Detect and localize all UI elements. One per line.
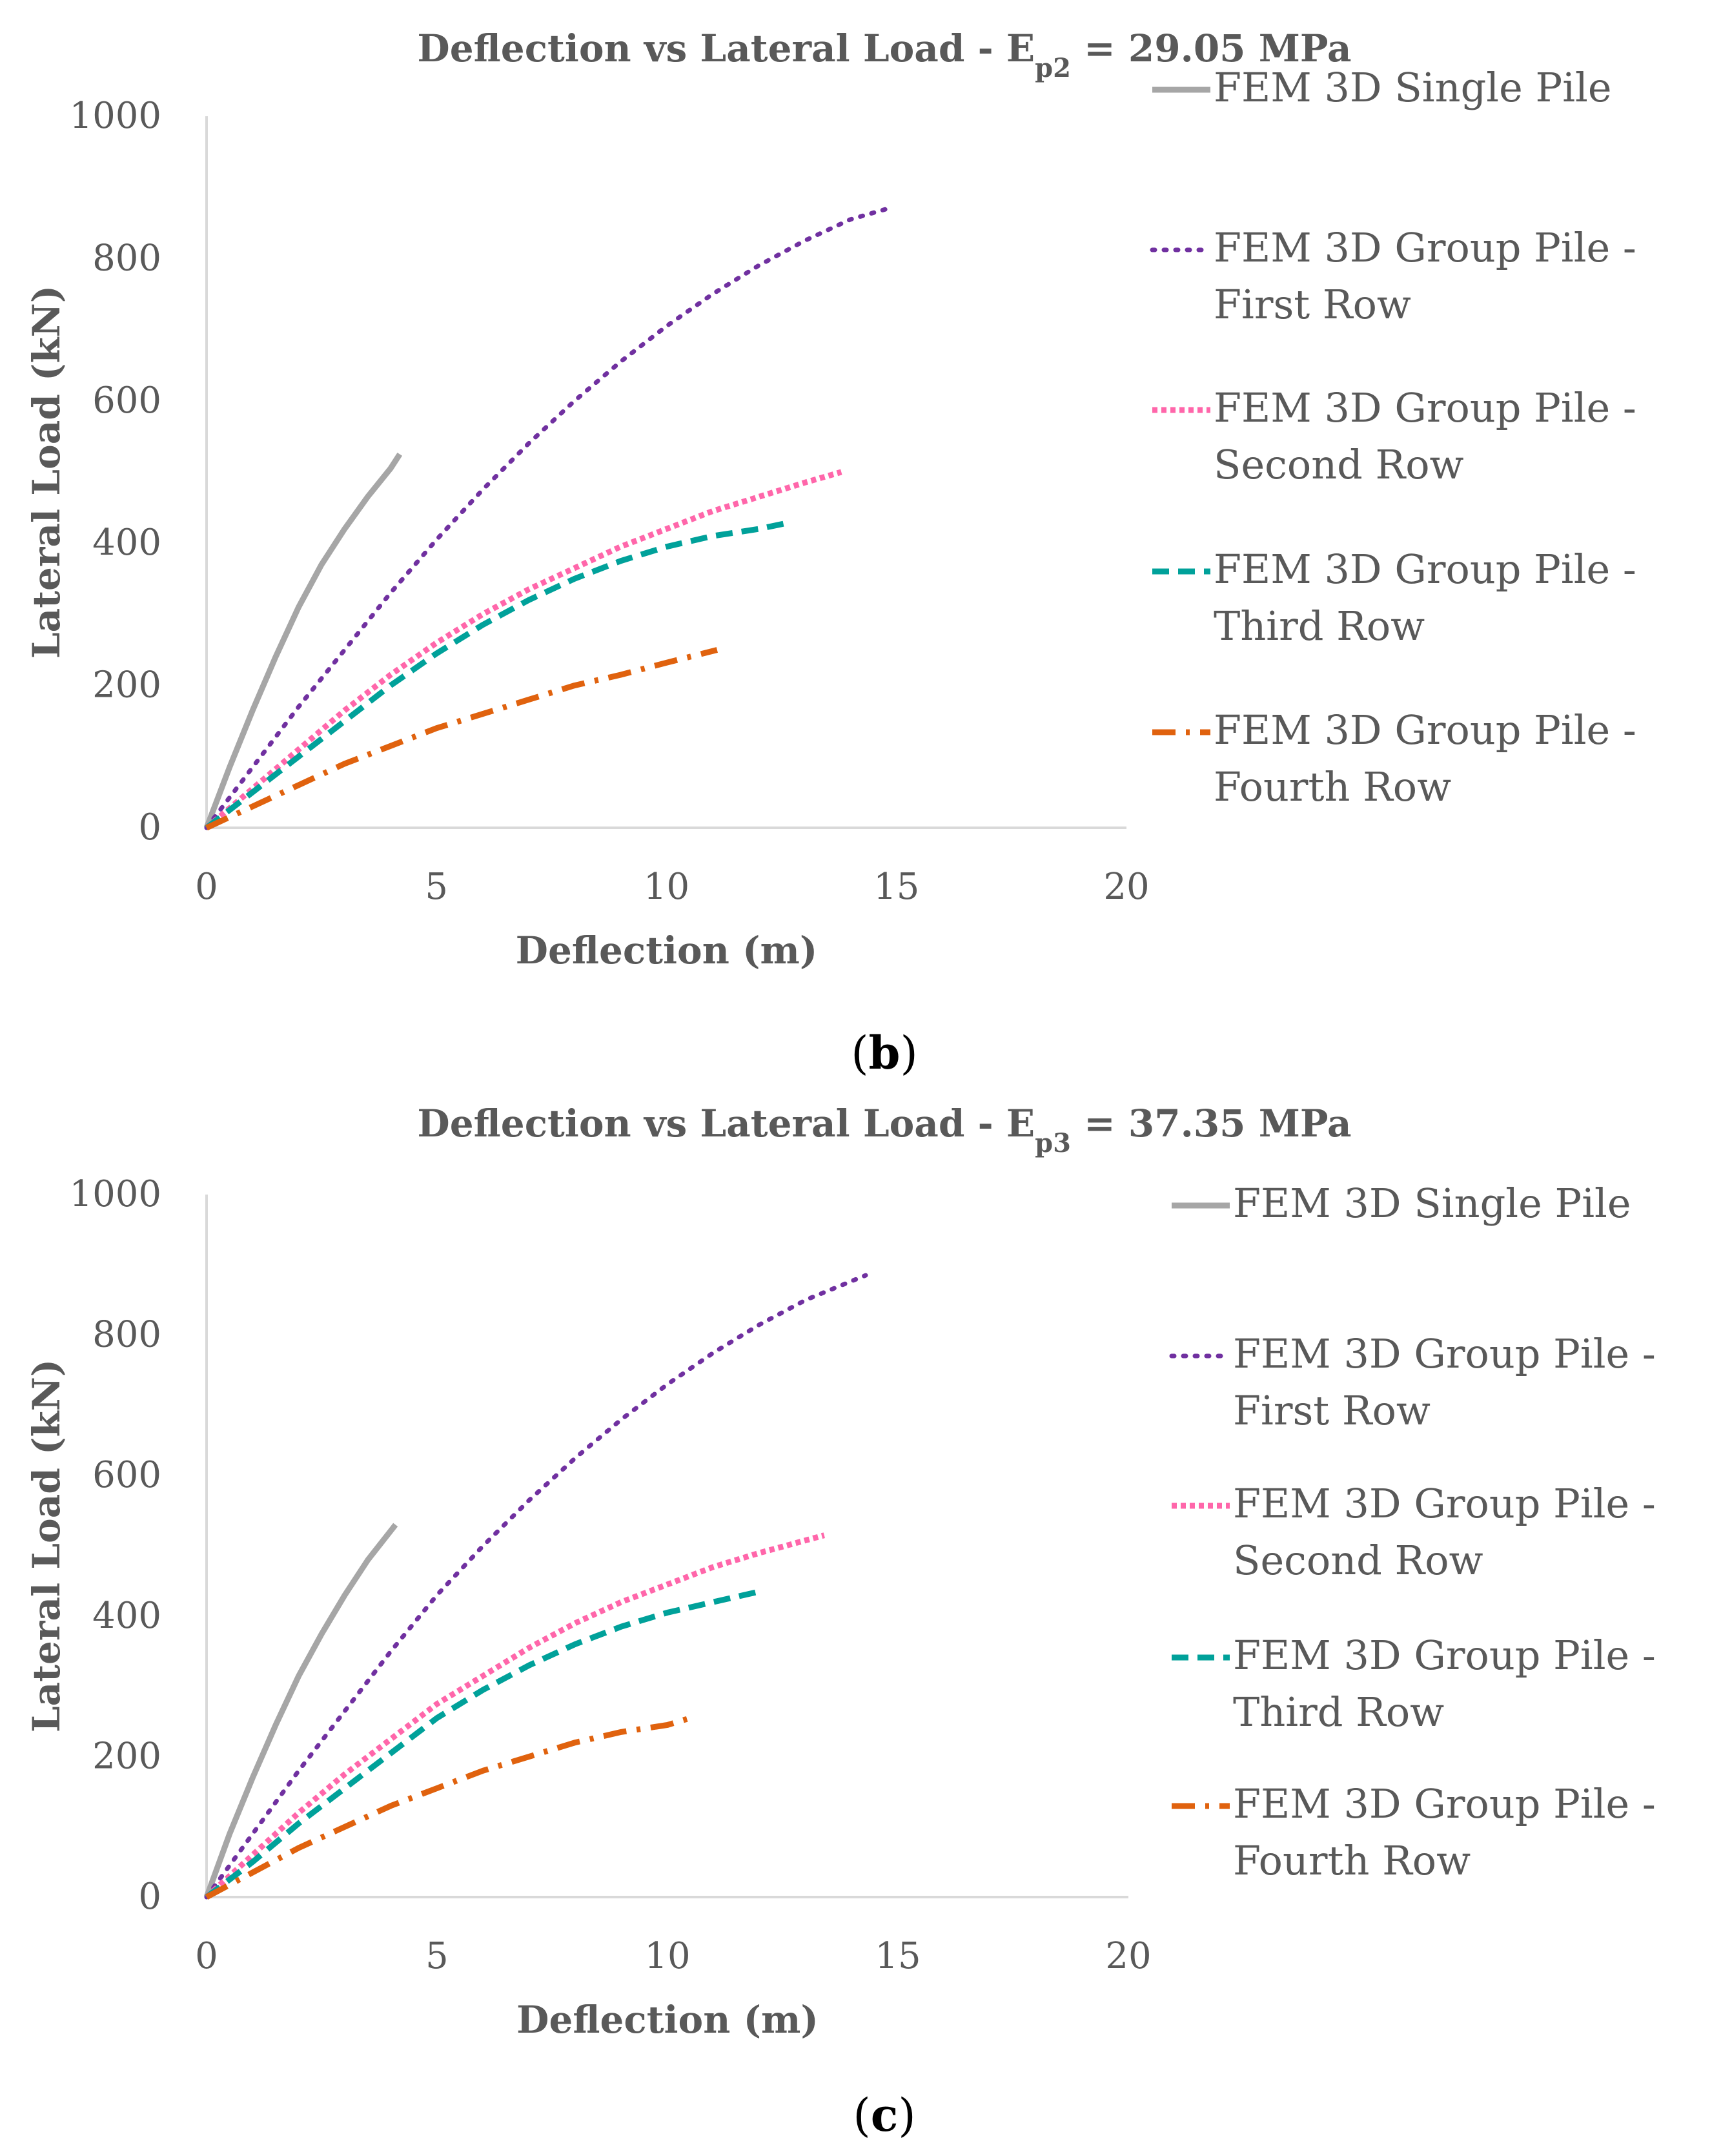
y-tick-label: 1000	[69, 95, 161, 137]
series-line-3	[204, 1532, 825, 1900]
figure-caption: (b)	[851, 1026, 918, 1080]
chart-title-main: Deflection vs Lateral Load - E	[417, 1102, 1035, 1145]
x-tick-label: 15	[875, 1935, 921, 1977]
chart-title: Deflection vs Lateral Load - Ep3 = 37.35…	[417, 1102, 1351, 1158]
series-line-1	[203, 452, 403, 829]
chart-title-tail: = 29.05 MPa	[1071, 26, 1352, 70]
y-axis-label: Lateral Load (kN)	[25, 285, 68, 659]
chart-title-subscript: p3	[1035, 1128, 1071, 1158]
x-tick-label: 10	[644, 1935, 690, 1977]
series-line-2	[204, 1273, 868, 1900]
y-tick-label: 1000	[69, 1173, 161, 1215]
x-tick-label: 0	[195, 866, 218, 908]
series-line-3	[205, 469, 842, 830]
chart-title-subscript: p2	[1035, 53, 1071, 83]
y-tick-label: 200	[92, 664, 161, 706]
caption-letter: c	[871, 2088, 899, 2142]
chart-panel-b: Deflection vs Lateral Load - Ep2 = 29.05…	[25, 26, 1636, 1080]
x-tick-label: 5	[425, 866, 448, 908]
y-tick-label: 200	[92, 1735, 161, 1777]
y-tick-label: 600	[92, 380, 161, 422]
legend-label-4: FEM 3D Group Pile -	[1233, 1632, 1656, 1679]
y-tick-label: 800	[92, 237, 161, 279]
x-tick-label: 20	[1105, 1935, 1151, 1977]
series-line-2	[204, 206, 890, 830]
chart-title: Deflection vs Lateral Load - Ep2 = 29.05…	[417, 26, 1351, 83]
series-line-5	[205, 1715, 692, 1900]
legend-label-3: Second Row	[1233, 1537, 1483, 1584]
series-line-1	[203, 1523, 398, 1898]
y-tick-label: 400	[92, 522, 161, 564]
legend-label-5: FEM 3D Group Pile -	[1233, 1780, 1656, 1827]
y-tick-label: 0	[138, 1876, 161, 1918]
x-tick-label: 20	[1103, 866, 1149, 908]
legend-label-5: FEM 3D Group Pile -	[1214, 706, 1636, 754]
x-tick-label: 10	[644, 866, 689, 908]
legend-label-2: First Row	[1214, 281, 1411, 328]
chart-title-tail: = 37.35 MPa	[1071, 1102, 1352, 1145]
series-line-5	[205, 647, 718, 831]
series-line-4	[205, 1588, 760, 1900]
legend-label-5: Fourth Row	[1233, 1837, 1471, 1884]
figure-caption: (c)	[853, 2088, 915, 2142]
caption-letter: b	[869, 1026, 901, 1080]
caption-open-paren: (	[851, 1027, 868, 1080]
x-axis-label: Deflection (m)	[516, 929, 818, 972]
y-tick-label: 400	[92, 1595, 161, 1637]
series-line-4	[205, 520, 787, 830]
legend-label-1: FEM 3D Single Pile	[1214, 64, 1612, 111]
chart-panel-c: Deflection vs Lateral Load - Ep3 = 37.35…	[25, 1102, 1656, 2142]
x-tick-label: 15	[873, 866, 919, 908]
y-axis-label: Lateral Load (kN)	[25, 1359, 68, 1732]
y-tick-label: 0	[138, 806, 161, 848]
legend-label-4: Third Row	[1233, 1689, 1444, 1736]
legend-label-2: FEM 3D Group Pile -	[1214, 224, 1636, 271]
y-tick-label: 600	[92, 1454, 161, 1496]
legend-label-2: FEM 3D Group Pile -	[1233, 1330, 1656, 1377]
legend-label-1: FEM 3D Single Pile	[1233, 1180, 1631, 1227]
legend-label-2: First Row	[1233, 1387, 1431, 1434]
x-tick-label: 5	[425, 1935, 449, 1977]
caption-close-paren: )	[900, 1027, 917, 1080]
legend-label-3: Second Row	[1214, 441, 1464, 488]
chart-title-main: Deflection vs Lateral Load - E	[417, 26, 1035, 70]
caption-close-paren: )	[898, 2089, 915, 2142]
x-tick-label: 0	[195, 1935, 218, 1977]
legend-label-5: Fourth Row	[1214, 763, 1451, 810]
caption-open-paren: (	[853, 2089, 870, 2142]
y-tick-label: 800	[92, 1314, 161, 1356]
legend-label-3: FEM 3D Group Pile -	[1233, 1480, 1656, 1527]
legend-label-4: Third Row	[1214, 602, 1425, 650]
legend-label-4: FEM 3D Group Pile -	[1214, 546, 1636, 593]
legend-label-3: FEM 3D Group Pile -	[1214, 384, 1636, 431]
x-axis-label: Deflection (m)	[516, 1998, 819, 2042]
